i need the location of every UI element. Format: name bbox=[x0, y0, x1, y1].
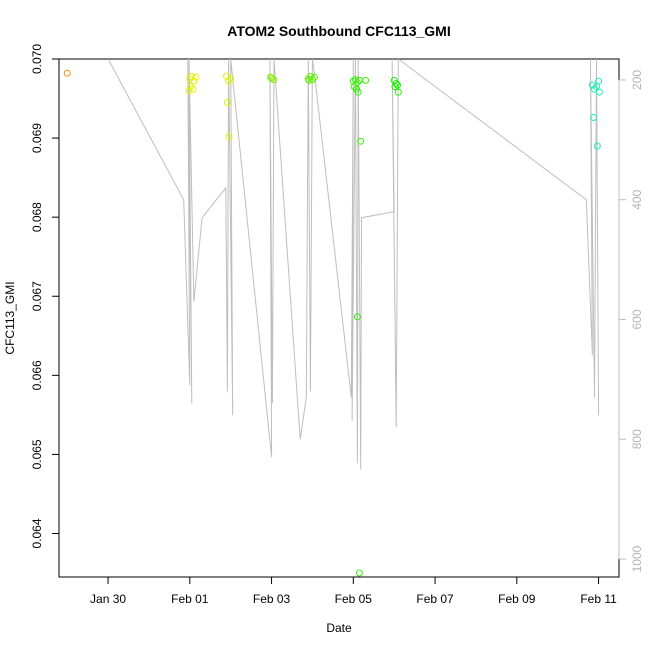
x-tick-label: Feb 09 bbox=[498, 592, 536, 606]
x-tick-label: Feb 11 bbox=[580, 592, 617, 606]
data-point bbox=[305, 76, 313, 84]
data-point bbox=[394, 88, 402, 96]
data-point bbox=[225, 77, 233, 85]
data-point bbox=[227, 75, 235, 83]
profile-line-layer bbox=[107, 59, 600, 470]
data-point bbox=[595, 77, 603, 85]
data-point bbox=[190, 77, 198, 85]
y-tick-label: 0.065 bbox=[30, 439, 44, 469]
data-point bbox=[392, 80, 400, 87]
right-tick-label: 200 bbox=[630, 70, 644, 90]
data-point bbox=[394, 81, 401, 89]
data-point bbox=[189, 85, 197, 93]
data-point bbox=[353, 313, 361, 321]
data-point bbox=[225, 133, 233, 140]
y-axis-label: CFC113_GMI bbox=[3, 281, 17, 354]
y-tick-label: 0.068 bbox=[30, 202, 44, 232]
plot-frame bbox=[58, 58, 620, 578]
x-axis: Jan 30 Feb 01 Feb 03 Feb 05 Feb 07 Feb 09 Feb … bbox=[90, 576, 617, 606]
chart-title: ATOM2 Southbound CFC113_GMI bbox=[227, 23, 451, 39]
data-point bbox=[362, 76, 370, 84]
right-tick-label: 800 bbox=[630, 429, 644, 449]
data-point bbox=[63, 69, 71, 77]
y-tick-label: 0.070 bbox=[30, 44, 44, 74]
y-tick-label: 0.069 bbox=[30, 123, 44, 153]
profile-line bbox=[107, 59, 600, 470]
data-point bbox=[357, 137, 365, 145]
x-tick-label: Feb 05 bbox=[335, 592, 373, 606]
data-point bbox=[267, 73, 275, 81]
data-point bbox=[355, 569, 363, 577]
y-tick-label: 0.064 bbox=[30, 518, 44, 548]
x-tick-label: Jan 30 bbox=[90, 592, 126, 606]
right-tick-label: 600 bbox=[630, 309, 644, 329]
data-point bbox=[185, 87, 193, 95]
x-tick-label: Feb 07 bbox=[416, 592, 454, 606]
x-axis-label: Date bbox=[326, 621, 352, 635]
data-point bbox=[192, 73, 200, 81]
y-axis: 0.064 0.065 0.066 0.067 0.068 0.069 0.070 bbox=[30, 44, 60, 549]
data-point bbox=[590, 114, 598, 121]
right-axis: 200 400 600 800 1000 bbox=[618, 70, 644, 572]
data-point bbox=[588, 81, 596, 89]
y-tick-label: 0.067 bbox=[30, 281, 44, 311]
right-tick-label: 400 bbox=[630, 189, 644, 209]
data-point bbox=[223, 99, 231, 106]
data-point bbox=[268, 74, 276, 82]
data-point bbox=[311, 73, 318, 81]
data-point bbox=[595, 88, 603, 96]
x-tick-label: Feb 03 bbox=[253, 592, 291, 606]
data-point bbox=[593, 142, 601, 150]
right-tick-label: 1000 bbox=[630, 545, 644, 572]
y-tick-label: 0.066 bbox=[30, 360, 44, 390]
points-layer bbox=[63, 69, 603, 577]
data-point bbox=[353, 85, 361, 93]
x-tick-label: Feb 01 bbox=[171, 592, 209, 606]
